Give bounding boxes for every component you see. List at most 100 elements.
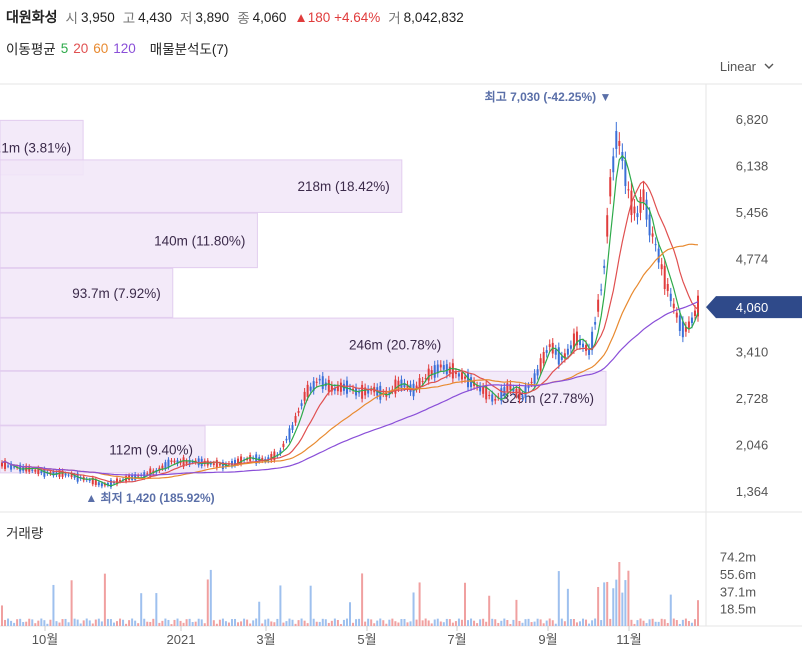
- volume-bar: [122, 619, 125, 626]
- volume-bar: [536, 618, 539, 626]
- candle-body: [43, 468, 46, 477]
- candle-body: [421, 380, 424, 382]
- volume-bar: [693, 619, 696, 626]
- volume-tick-label: 55.6m: [720, 567, 756, 582]
- volume-bar: [645, 623, 648, 626]
- price-tick-label: 5,456: [736, 205, 769, 220]
- volume-bar: [170, 624, 173, 626]
- volume-bar: [200, 619, 203, 626]
- candle-body: [454, 372, 457, 375]
- stock-summary-header: 대원화성 시 3,950 고 4,430 저 3,890 종 4,060 ▲18…: [6, 6, 472, 28]
- candle-body: [1, 462, 3, 467]
- volume-bar: [361, 573, 364, 626]
- candle-body: [197, 458, 200, 466]
- volume-profile-label: 140m (11.80%): [154, 233, 245, 248]
- volume-bar: [657, 621, 660, 626]
- volume-bar: [585, 619, 588, 626]
- price-tick-label: 6,138: [736, 159, 769, 174]
- candle-body: [112, 482, 115, 484]
- candle-body: [282, 443, 285, 448]
- volume-bar: [100, 621, 103, 626]
- candle-body: [40, 471, 43, 473]
- volume-bar: [61, 619, 64, 626]
- volume-bar: [403, 618, 406, 626]
- volume-bar: [687, 620, 690, 626]
- scale-dropdown-button[interactable]: Linear: [720, 59, 774, 74]
- volume-bar: [73, 618, 76, 626]
- volume-bar: [424, 618, 427, 626]
- candle-body: [463, 376, 466, 379]
- volume-bar: [327, 622, 330, 626]
- candle-body: [37, 467, 40, 475]
- candle-body: [167, 459, 170, 468]
- candle-body: [451, 363, 454, 379]
- moving-average-title[interactable]: 이동평균: [6, 42, 56, 57]
- candle-body: [339, 382, 342, 392]
- volume-bar: [288, 618, 291, 626]
- volume-bar: [34, 623, 37, 626]
- candle-body: [430, 370, 433, 376]
- volume-bar: [285, 621, 288, 626]
- candle-body: [70, 473, 73, 478]
- candle-body: [563, 353, 566, 359]
- candle-body: [427, 368, 430, 381]
- volume-bar: [578, 621, 581, 626]
- volume-bar: [112, 622, 115, 626]
- candle-body: [479, 386, 482, 392]
- candle-body: [146, 473, 149, 475]
- volume-bar: [654, 621, 657, 626]
- volume-tick-label: 74.2m: [720, 550, 756, 565]
- candle-body: [212, 463, 215, 466]
- candle-body: [388, 391, 391, 395]
- volume-bar: [370, 619, 373, 626]
- volume-bar: [315, 621, 318, 626]
- volume-bar: [243, 618, 246, 626]
- volume-bar: [342, 619, 345, 626]
- candle-body: [690, 317, 693, 324]
- candle-body: [13, 466, 16, 468]
- candle-body: [185, 460, 188, 464]
- volume-bar: [606, 581, 609, 626]
- volume-bar: [612, 588, 615, 626]
- candle-body: [554, 349, 557, 355]
- volume-bar: [524, 619, 527, 626]
- candle-body: [370, 389, 373, 391]
- candle-body: [548, 344, 551, 347]
- volume-bar: [333, 618, 336, 626]
- volume-bar: [600, 620, 603, 626]
- volume-bar: [125, 623, 128, 626]
- candle-body: [485, 385, 488, 400]
- volume-bar: [663, 619, 666, 626]
- volume-bar: [22, 621, 25, 626]
- candle-body: [297, 411, 300, 413]
- candle-body: [31, 469, 34, 471]
- high-label: 고: [122, 11, 136, 26]
- candle-body: [588, 348, 591, 355]
- volume-bar: [451, 622, 454, 626]
- volume-bar: [1, 605, 3, 626]
- candle-body: [97, 482, 100, 486]
- volume-bar: [542, 623, 545, 626]
- volume-profile-label[interactable]: 매물분석도(7): [149, 42, 229, 57]
- candle-body: [152, 470, 155, 474]
- time-tick-label: 3월: [256, 632, 275, 647]
- volume-bar: [615, 579, 618, 626]
- time-tick-label: 9월: [538, 632, 557, 647]
- ma20-label: 20: [73, 40, 89, 56]
- volume-bar: [197, 618, 200, 626]
- candle-body: [651, 233, 654, 237]
- candle-body: [569, 345, 572, 349]
- volume-bar: [494, 619, 497, 626]
- volume-bar: [533, 621, 536, 626]
- candle-body: [164, 462, 167, 469]
- volume-bar: [463, 582, 466, 626]
- volume-bar: [221, 618, 224, 626]
- candle-body: [509, 384, 512, 391]
- volume-bar: [79, 623, 82, 626]
- indicator-legend: 이동평균 5 20 60 120 매물분석도(7): [6, 38, 233, 58]
- candle-body: [34, 469, 37, 472]
- candle-body: [618, 140, 621, 146]
- candle-body: [321, 376, 324, 389]
- volume-bar: [681, 619, 684, 626]
